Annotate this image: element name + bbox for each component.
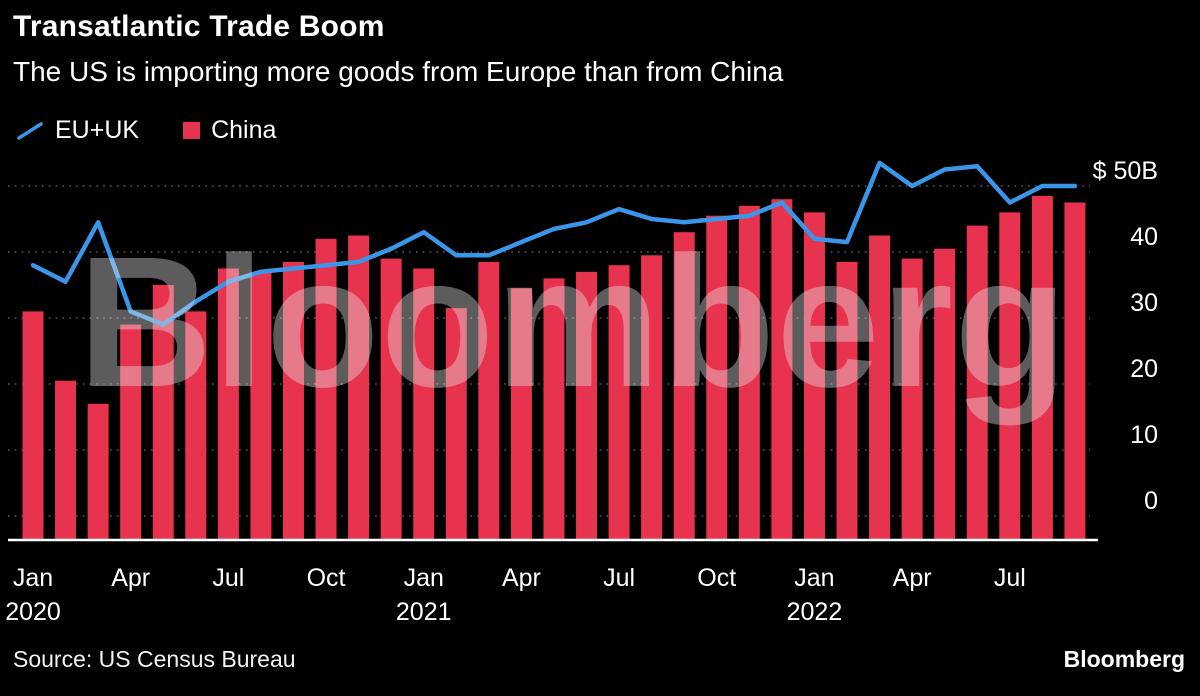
legend-item-china: China: [183, 116, 276, 145]
bar-china: [315, 238, 337, 541]
x-axis-month-label: Jul: [212, 564, 244, 592]
x-axis-year-label: 2020: [5, 598, 61, 626]
bar-china: [87, 403, 109, 540]
line-eu-uk: [30, 160, 1078, 327]
chart-title: Transatlantic Trade Boom: [13, 10, 385, 43]
x-axis-month-label: Jan: [794, 564, 834, 592]
bar-china: [641, 255, 663, 541]
chart-subtitle: The US is importing more goods from Euro…: [13, 56, 784, 87]
legend-item-eu-uk: EU+UK: [16, 116, 139, 145]
bar-china: [250, 271, 272, 540]
bar-china: [478, 261, 500, 540]
y-axis-label: 30: [1130, 289, 1158, 317]
bar-china: [608, 265, 630, 540]
bar-china: [282, 261, 304, 540]
bar-china: [576, 271, 598, 540]
y-axis-label: 20: [1130, 355, 1158, 383]
line-series-icon: [17, 121, 43, 140]
x-axis-month-label: Oct: [307, 564, 346, 592]
bar-china: [869, 235, 891, 540]
bar-china: [217, 268, 239, 540]
bar-china: [706, 215, 728, 540]
bar-series-swatch-icon: [183, 122, 201, 139]
bar-china: [1064, 202, 1086, 540]
bar-china: [966, 225, 988, 540]
y-axis-label: 0: [1144, 487, 1158, 515]
x-axis-year-label: 2021: [396, 598, 452, 626]
bar-china: [999, 212, 1021, 540]
bar-china: [510, 288, 532, 540]
bar-china: [413, 268, 435, 540]
bar-china: [185, 311, 207, 540]
bar-china: [380, 258, 402, 540]
x-axis-month-label: Jul: [994, 564, 1026, 592]
bar-china: [120, 324, 142, 540]
y-axis-label: 40: [1130, 223, 1158, 251]
bar-china: [771, 199, 793, 540]
bar-china: [836, 261, 858, 540]
x-axis-year-label: 2022: [787, 598, 843, 626]
legend-label-china: China: [211, 116, 277, 144]
x-axis-month-label: Apr: [111, 564, 150, 592]
legend-label-eu-uk: EU+UK: [55, 116, 140, 144]
source-note: Source: US Census Bureau: [13, 646, 296, 672]
bar-china: [673, 232, 695, 540]
bar-china: [55, 380, 77, 540]
x-axis-month-label: Jan: [404, 564, 444, 592]
bloomberg-logo: Bloomberg: [1063, 646, 1185, 672]
bar-china: [152, 285, 174, 540]
bar-china: [445, 308, 467, 540]
bar-china: [543, 278, 565, 540]
chart-legend: EU+UK China: [16, 116, 276, 145]
bar-china: [803, 212, 825, 540]
bar-china: [934, 248, 956, 540]
y-axis-label: $ 50B: [1093, 157, 1158, 185]
bar-china: [738, 205, 760, 541]
x-axis-month-label: Oct: [697, 564, 736, 592]
bar-china: [901, 258, 923, 540]
y-axis-label: 10: [1130, 421, 1158, 449]
x-axis-month-label: Jan: [13, 564, 53, 592]
bar-china: [348, 235, 370, 540]
bar-china: [22, 311, 44, 540]
bar-china: [1031, 195, 1053, 540]
x-axis-month-label: Apr: [502, 564, 541, 592]
x-axis-month-label: Apr: [893, 564, 932, 592]
x-axis-month-label: Jul: [603, 564, 635, 592]
